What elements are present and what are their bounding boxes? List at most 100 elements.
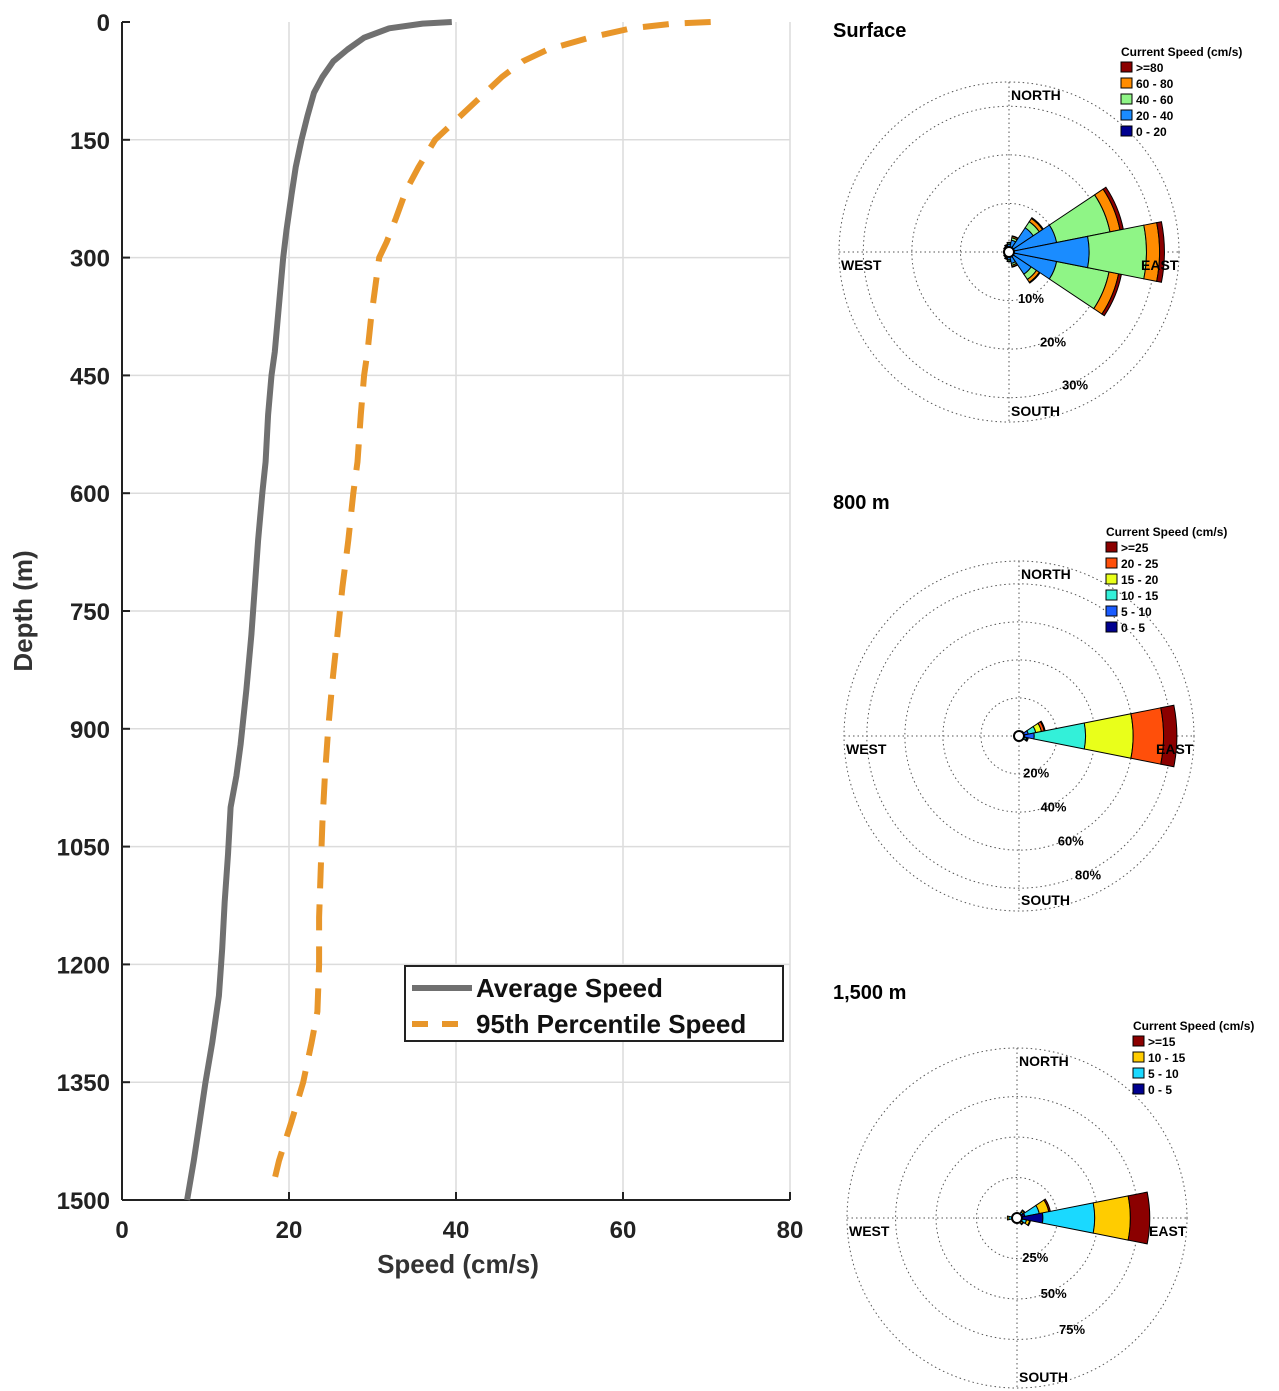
rose-800m: NORTH SOUTH WEST EAST 20% 40% 60% 80% Current Sp… bbox=[843, 525, 1227, 912]
y-tick-label: 1200 bbox=[57, 952, 110, 979]
rose-title-surface: Surface bbox=[833, 20, 907, 42]
rose-legend-swatch bbox=[1105, 573, 1118, 585]
rose-sector-segment bbox=[1083, 713, 1134, 759]
rose-legend-label: 15 - 20 bbox=[1121, 573, 1159, 587]
rose-legend-label: 10 - 15 bbox=[1148, 1051, 1186, 1065]
rose-center-marker bbox=[1013, 730, 1025, 742]
rose-legend-label: >=80 bbox=[1136, 61, 1164, 75]
rose-legend-swatch bbox=[1132, 1083, 1145, 1095]
compass-east-label: EAST bbox=[1141, 257, 1179, 273]
rose-legend-label: 20 - 25 bbox=[1121, 557, 1159, 571]
rose-legend-label: 60 - 80 bbox=[1136, 77, 1174, 91]
y-tick-label: 900 bbox=[70, 717, 110, 744]
rose-legend-swatch bbox=[1120, 109, 1133, 121]
legend-label-p95: 95th Percentile Speed bbox=[476, 1009, 746, 1039]
rose-ring-label: 30% bbox=[1062, 378, 1088, 393]
rose-legend-label: 5 - 10 bbox=[1148, 1067, 1179, 1081]
rose-legend-swatch bbox=[1120, 77, 1133, 89]
rose-ring-label: 25% bbox=[1022, 1250, 1048, 1265]
compass-east-label: EAST bbox=[1156, 741, 1194, 757]
rose-legend: Current Speed (cm/s) >=25 20 - 25 15 - 20 10… bbox=[1105, 525, 1227, 635]
rose-sector-segment bbox=[1156, 221, 1165, 283]
rose-surface: NORTH SOUTH WEST EAST 10% 20% 30% Current Speed… bbox=[838, 45, 1242, 423]
rose-legend-label: 0 - 20 bbox=[1136, 125, 1167, 139]
rose-legend-label: 40 - 60 bbox=[1136, 93, 1174, 107]
rose-legend-label: >=25 bbox=[1121, 541, 1149, 555]
rose-legend-swatch bbox=[1120, 125, 1133, 137]
y-tick-label: 300 bbox=[70, 246, 110, 273]
compass-south-label: SOUTH bbox=[1021, 892, 1070, 908]
compass-north-label: NORTH bbox=[1021, 566, 1071, 582]
rose-legend-swatch bbox=[1120, 93, 1133, 105]
y-tick-label: 150 bbox=[70, 128, 110, 155]
y-tick-label: 750 bbox=[70, 599, 110, 626]
compass-west-label: WEST bbox=[846, 741, 887, 757]
rose-legend-label: 10 - 15 bbox=[1121, 589, 1159, 603]
rose-ring-label: 60% bbox=[1058, 833, 1084, 848]
y-tick-label: 1050 bbox=[57, 835, 110, 862]
rose-ring-label: 10% bbox=[1018, 291, 1044, 306]
rose-legend-swatch bbox=[1132, 1035, 1145, 1047]
rose-legend-label: 20 - 40 bbox=[1136, 109, 1174, 123]
rose-sector-segment bbox=[1092, 1195, 1131, 1241]
rose-sector-segment bbox=[1160, 704, 1178, 768]
rose-legend-swatch bbox=[1105, 621, 1118, 633]
rose-1500m: NORTH SOUTH WEST EAST 25% 50% 75% Current Speed… bbox=[846, 1019, 1254, 1389]
compass-north-label: NORTH bbox=[1011, 87, 1061, 103]
rose-legend-title: Current Speed (cm/s) bbox=[1121, 45, 1242, 59]
chart-legend: Average Speed 95th Percentile Speed bbox=[404, 965, 784, 1042]
rose-legend-swatch bbox=[1132, 1067, 1145, 1079]
compass-east-label: EAST bbox=[1149, 1223, 1187, 1239]
rose-legend: Current Speed (cm/s) >=80 60 - 80 40 - 60 20… bbox=[1120, 45, 1242, 139]
rose-ring-label: 40% bbox=[1040, 800, 1066, 815]
x-tick-label: 20 bbox=[276, 1217, 303, 1244]
rose-sector-segment bbox=[1101, 273, 1123, 317]
y-axis-label: Depth (m) bbox=[8, 550, 38, 671]
rose-sector-segment bbox=[1011, 263, 1019, 268]
rose-legend-swatch bbox=[1132, 1051, 1145, 1063]
rose-legend-title: Current Speed (cm/s) bbox=[1106, 525, 1227, 539]
y-tick-label: 600 bbox=[70, 481, 110, 508]
rose-legend: Current Speed (cm/s) >=15 10 - 15 5 - 10 0 -… bbox=[1132, 1019, 1254, 1097]
y-tick-label: 450 bbox=[70, 363, 110, 390]
rose-title-800m: 800 m bbox=[833, 492, 890, 514]
y-tick-label: 1350 bbox=[57, 1070, 110, 1097]
x-tick-label: 80 bbox=[777, 1217, 804, 1244]
compass-west-label: WEST bbox=[849, 1223, 890, 1239]
axis-ticks: 0 20 40 60 80 0 150 300 450 600 750 900 1050 1200 1350… bbox=[57, 10, 804, 1244]
rose-legend-swatch bbox=[1120, 61, 1133, 73]
rose-legend-label: 0 - 5 bbox=[1121, 621, 1145, 635]
rose-legend-label: 0 - 5 bbox=[1148, 1083, 1172, 1097]
rose-ring-label: 50% bbox=[1041, 1286, 1067, 1301]
rose-center-marker bbox=[1003, 246, 1015, 258]
average-speed-line bbox=[184, 19, 452, 1201]
compass-south-label: SOUTH bbox=[1011, 403, 1060, 419]
rose-ring-label: 75% bbox=[1059, 1322, 1085, 1337]
x-axis-label: Speed (cm/s) bbox=[377, 1249, 539, 1279]
rose-legend-swatch bbox=[1105, 541, 1118, 553]
rose-title-1500m: 1,500 m bbox=[833, 982, 907, 1004]
legend-label-average: Average Speed bbox=[476, 973, 663, 1003]
rose-sector-segment bbox=[1127, 1191, 1151, 1245]
legend-box bbox=[404, 965, 784, 1042]
rose-outer-ring bbox=[846, 1047, 1188, 1389]
x-tick-label: 60 bbox=[610, 1217, 637, 1244]
rose-legend-swatch bbox=[1105, 589, 1118, 601]
rose-ring-label: 20% bbox=[1040, 334, 1066, 349]
rose-sector-segment bbox=[1006, 1215, 1010, 1221]
rose-center-marker bbox=[1011, 1212, 1023, 1224]
y-tick-label: 1500 bbox=[57, 1188, 110, 1215]
rose-ring-label: 20% bbox=[1023, 766, 1049, 781]
compass-south-label: SOUTH bbox=[1019, 1369, 1068, 1385]
rose-legend-swatch bbox=[1105, 557, 1118, 569]
compass-north-label: NORTH bbox=[1019, 1053, 1069, 1069]
compass-west-label: WEST bbox=[841, 257, 882, 273]
rose-sector-segment bbox=[1028, 271, 1041, 284]
x-tick-label: 0 bbox=[115, 1217, 128, 1244]
rose-sector-segment bbox=[1041, 1202, 1096, 1234]
p95-speed-line bbox=[268, 19, 711, 1193]
rose-legend-title: Current Speed (cm/s) bbox=[1133, 1019, 1254, 1033]
rose-legend-label: 5 - 10 bbox=[1121, 605, 1152, 619]
rose-ring-label: 80% bbox=[1075, 867, 1101, 882]
y-tick-label: 0 bbox=[97, 10, 110, 37]
